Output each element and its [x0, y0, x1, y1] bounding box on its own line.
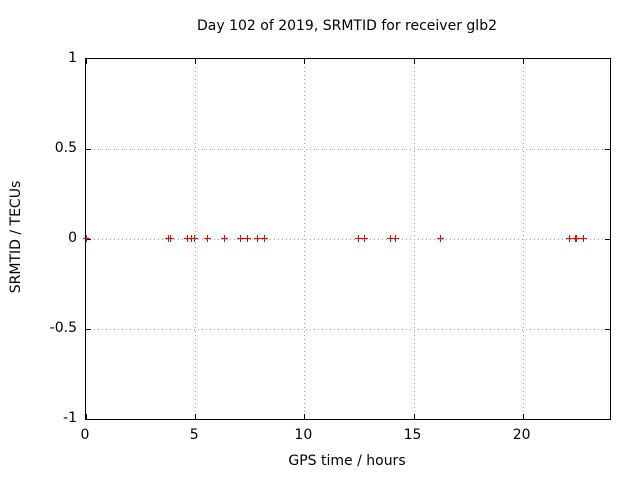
data-point-marker [191, 235, 198, 242]
x-tick-label: 20 [512, 427, 531, 443]
axis-tick-y-left [86, 239, 91, 240]
x-tick-label: 10 [294, 427, 313, 443]
data-point-marker [580, 235, 587, 242]
gridline-horizontal [86, 239, 610, 240]
data-point-marker [573, 235, 580, 242]
x-tick-label: 0 [80, 427, 90, 443]
axis-tick-x-top [523, 59, 524, 64]
y-tick-label: 0 [68, 230, 77, 246]
gridline-vertical [414, 59, 415, 419]
axis-tick-x-top [304, 59, 305, 64]
data-point-marker [387, 235, 394, 242]
axis-tick-y-left [86, 149, 91, 150]
data-point-marker [244, 235, 251, 242]
data-point-marker [437, 235, 444, 242]
chart-title: Day 102 of 2019, SRMTID for receiver glb… [197, 18, 497, 34]
gridline-horizontal [86, 149, 610, 150]
gridline-vertical [523, 59, 524, 419]
axis-tick-x-bottom [86, 414, 87, 419]
axis-tick-x-bottom [414, 414, 415, 419]
gridline-horizontal [86, 329, 610, 330]
gridline-vertical [304, 59, 305, 419]
data-point-marker [566, 235, 573, 242]
axis-tick-x-top [86, 59, 87, 64]
data-point-marker [204, 235, 211, 242]
y-tick-label: 0.5 [54, 140, 77, 156]
axis-tick-y-right [605, 329, 610, 330]
plot-area [83, 58, 611, 420]
data-point-marker [237, 235, 244, 242]
axis-tick-x-bottom [523, 414, 524, 419]
axis-tick-x-bottom [304, 414, 305, 419]
axis-tick-x-top [414, 59, 415, 64]
axis-tick-y-right [605, 149, 610, 150]
y-tick-label: 1 [68, 50, 77, 66]
data-point-marker [355, 235, 362, 242]
x-tick-label: 15 [403, 427, 422, 443]
y-tick-label: -1 [63, 410, 77, 426]
data-point-marker [361, 235, 368, 242]
axis-tick-y-left [86, 329, 91, 330]
axis-tick-x-bottom [195, 414, 196, 419]
data-point-marker [167, 235, 174, 242]
y-tick-label: -0.5 [49, 320, 77, 336]
gridline-vertical [195, 59, 196, 419]
axis-tick-y-right [605, 239, 610, 240]
data-point-marker [254, 235, 261, 242]
x-axis-label: GPS time / hours [288, 453, 406, 469]
data-point-marker [83, 235, 90, 242]
axis-tick-x-top [195, 59, 196, 64]
data-point-marker [261, 235, 268, 242]
data-point-marker [184, 235, 191, 242]
x-tick-label: 5 [189, 427, 199, 443]
data-point-marker [221, 235, 228, 242]
data-point-marker [392, 235, 399, 242]
